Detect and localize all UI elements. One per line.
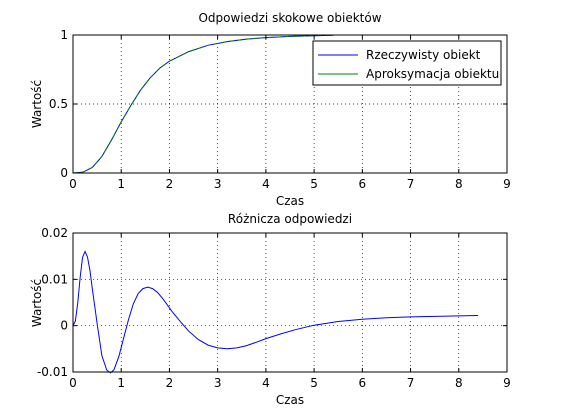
x-tick-label: 1	[117, 376, 125, 390]
x-tick-label: 2	[166, 177, 174, 191]
legend-label-0: Rzeczywisty obiekt	[366, 48, 481, 62]
x-tick-label: 5	[310, 177, 318, 191]
x-tick-label: 3	[214, 376, 222, 390]
x-tick-label: 6	[359, 376, 367, 390]
y-tick-labels: 00.51	[49, 28, 68, 180]
x-tick-label: 5	[310, 376, 318, 390]
chart-title: Różnicza odpowiedzi	[228, 212, 352, 226]
x-tick-label: 0	[69, 376, 77, 390]
y-tick-label: 0	[60, 319, 68, 333]
axes-frame	[72, 232, 508, 373]
x-tick-label: 1	[117, 177, 125, 191]
x-tick-label: 4	[262, 376, 270, 390]
ticks	[72, 232, 508, 373]
y-tick-label: -0.01	[37, 365, 68, 379]
y-tick-label: 0.02	[41, 226, 68, 240]
x-axis-label: Czas	[276, 194, 304, 208]
x-tick-label: 8	[455, 376, 463, 390]
ticks	[72, 34, 508, 174]
y-tick-label: 0.5	[49, 97, 68, 111]
x-tick-label: 6	[359, 177, 367, 191]
y-axis-label: Wartość	[30, 279, 44, 327]
x-tick-label: 7	[407, 376, 415, 390]
y-tick-label: 1	[60, 28, 68, 42]
x-tick-label: 3	[214, 177, 222, 191]
x-tick-label: 2	[166, 376, 174, 390]
series-line-1	[72, 34, 334, 174]
y-tick-labels: -0.01 0 0.01 0.02	[37, 226, 68, 379]
x-tick-label: 0	[69, 177, 77, 191]
series-line-0	[72, 250, 479, 374]
series-group	[72, 250, 479, 374]
chart-title: Odpowiedzi skokowe obiektów	[198, 11, 381, 25]
legend-box	[312, 40, 502, 86]
x-tick-label: 9	[503, 376, 511, 390]
x-tick-label: 8	[455, 177, 463, 191]
y-tick-label: 0.01	[41, 272, 68, 286]
y-axis-label: Wartość	[30, 80, 44, 128]
x-tick-label: 4	[262, 177, 270, 191]
y-tick-label: 0	[60, 166, 68, 180]
legend-label-1: Aproksymacja obiektu	[366, 67, 499, 81]
x-tick-label: 7	[407, 177, 415, 191]
x-tick-labels: 0 1 2 3 4 5 6 7 8 9	[69, 376, 511, 390]
legend: Rzeczywisty obiekt Aproksymacja obiektu	[312, 40, 502, 86]
x-tick-labels: 0 1 2 3 4 5 6 7 8 9	[69, 177, 511, 191]
x-axis-label: Czas	[276, 393, 304, 407]
x-tick-label: 9	[503, 177, 511, 191]
